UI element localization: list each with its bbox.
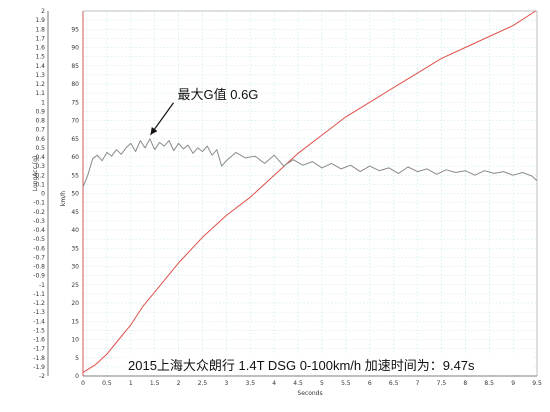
series — [82, 10, 538, 373]
y-left-tick-label: 1.2 — [35, 81, 45, 88]
y-left-tick-label: 1 — [41, 99, 45, 106]
x-tick-label: 8.5 — [484, 380, 494, 387]
y-right-tick-label: 35 — [71, 245, 79, 252]
x-tick-label: 0.5 — [102, 380, 112, 387]
y-left-tick-label: 1.6 — [35, 45, 45, 52]
x-tick-label: 5.5 — [341, 380, 351, 387]
annotation-layer: 最大G值 0.6G — [150, 87, 259, 136]
y-right-tick-label: 0 — [75, 373, 79, 380]
y-left-tick-label: -0.9 — [33, 273, 45, 280]
caption-layer: 2015上海大众朗行 1.4T DSG 0-100km/h 加速时间为：9.47… — [124, 355, 534, 375]
y-left-tick-label: -1.7 — [33, 346, 45, 353]
x-tick-label: 4.5 — [293, 380, 303, 387]
x-tick-label: 6 — [368, 380, 372, 387]
y-left-tick-label: 0.9 — [35, 108, 45, 115]
y-right-tick-label: 60 — [71, 154, 79, 161]
y-right-tick-label: 40 — [71, 227, 79, 234]
y-left-tick-label: -1.5 — [33, 327, 45, 334]
y-left-tick-label: 1.3 — [35, 72, 45, 79]
y-right-tick-label: 25 — [71, 282, 79, 289]
x-tick-label: 6.5 — [389, 380, 399, 387]
x-tick-label: 9.5 — [532, 380, 542, 387]
y-left-tick-label: -0.1 — [33, 200, 45, 207]
y-left-tick-label: -1.6 — [33, 337, 45, 344]
x-tick-label: 3.5 — [245, 380, 255, 387]
y-left-axis-title: LongAcc (g) — [32, 156, 39, 192]
y-left-tick-label: 0 — [41, 191, 45, 198]
y-left-tick-label: -1.9 — [33, 364, 45, 371]
y-right-tick-label: 20 — [71, 300, 79, 307]
x-tick-label: 7 — [416, 380, 420, 387]
y-left-tick-label: 0.3 — [35, 163, 45, 170]
y-left-tick-label: -2 — [39, 373, 45, 380]
y-left-tick-label: 0.7 — [35, 127, 45, 134]
y-left-tick-label: 1.4 — [35, 63, 45, 70]
y-left-tick-label: 2 — [41, 8, 45, 15]
y-left-tick-label: -0.6 — [33, 245, 45, 252]
y-left-tick-label: -1 — [39, 282, 45, 289]
y-right-tick-label: 10 — [71, 337, 79, 344]
y-left-tick-label: -1.3 — [33, 309, 45, 316]
chart-caption: 2015上海大众朗行 1.4T DSG 0-100km/h 加速时间为：9.47… — [128, 358, 475, 373]
y-right-tick-label: 15 — [71, 318, 79, 325]
x-tick-label: 4 — [272, 380, 276, 387]
axes: 0 0.5 1 1.5 2 2.5 3 3.5 4 4.5 5 5.5 6 6.5 7 7.5 8 8.5 9 9.5… — [33, 8, 542, 387]
y-left-tick-label: 0.5 — [35, 145, 45, 152]
y-right-tick-label: 45 — [71, 209, 79, 216]
x-tick-label: 1.5 — [150, 380, 160, 387]
x-tick-label: 5 — [320, 380, 324, 387]
y-left-tick-label: 0.2 — [35, 172, 45, 179]
y-right-tick-label: 80 — [71, 81, 79, 88]
annotation-arrow-head — [150, 127, 158, 135]
x-tick-label: 2 — [177, 380, 181, 387]
acceleration-series-line — [82, 138, 538, 188]
y-left-tick-label: -1.8 — [33, 355, 45, 362]
y-right-tick-label: 5 — [75, 355, 79, 362]
y-left-tick-label: 1.8 — [35, 26, 45, 33]
y-left-tick-label: 1.7 — [35, 35, 45, 42]
y-left-tick-label: -0.5 — [33, 236, 45, 243]
x-axis-title: Seconds — [297, 390, 322, 397]
y-left-tick-label: -1.1 — [33, 291, 45, 298]
y-left-tick-label: -1.4 — [33, 318, 45, 325]
y-right-tick-label: 65 — [71, 136, 79, 143]
y-right-axis-title: km/h — [60, 191, 67, 206]
y-left-tick-label: 0.8 — [35, 118, 45, 125]
y-right-tick-label: 95 — [71, 26, 79, 33]
y-left-tick-label: 0.4 — [35, 154, 45, 161]
y-left-tick-label: -0.3 — [33, 218, 45, 225]
y-left-tick-label: -0.7 — [33, 254, 45, 261]
y-left-tick-label: -0.4 — [33, 227, 45, 234]
y-right-tick-label: 30 — [71, 264, 79, 271]
y-right-tick-label: 70 — [71, 118, 79, 125]
speed-series-line — [82, 10, 536, 373]
x-tick-label: 1 — [129, 380, 133, 387]
max-g-annotation: 最大G值 0.6G — [178, 87, 259, 102]
y-right-tick-label: 55 — [71, 172, 79, 179]
y-right-tick-label: 75 — [71, 99, 79, 106]
y-left-tick-label: 0.1 — [35, 181, 45, 188]
x-tick-label: 9 — [511, 380, 515, 387]
y-left-tick-label: -1.2 — [33, 300, 45, 307]
y-right-tick-label: 85 — [71, 63, 79, 70]
y-left-tick-label: -0.2 — [33, 209, 45, 216]
y-left-tick-label: 1.9 — [35, 17, 45, 24]
x-tick-label: 8 — [463, 380, 467, 387]
x-tick-label: 3 — [224, 380, 228, 387]
y-left-tick-label: -0.8 — [33, 264, 45, 271]
y-right-tick-label: 50 — [71, 191, 79, 198]
y-left-tick-label: 0.6 — [35, 136, 45, 143]
y-left-tick-label: 1.1 — [35, 90, 45, 97]
x-tick-label: 2.5 — [198, 380, 208, 387]
y-right-tick-label: 90 — [71, 45, 79, 52]
caption-background — [124, 355, 534, 375]
x-tick-label: 0 — [81, 380, 85, 387]
grid — [82, 10, 538, 377]
y-left-tick-label: 1.5 — [35, 54, 45, 61]
x-tick-label: 7.5 — [437, 380, 447, 387]
